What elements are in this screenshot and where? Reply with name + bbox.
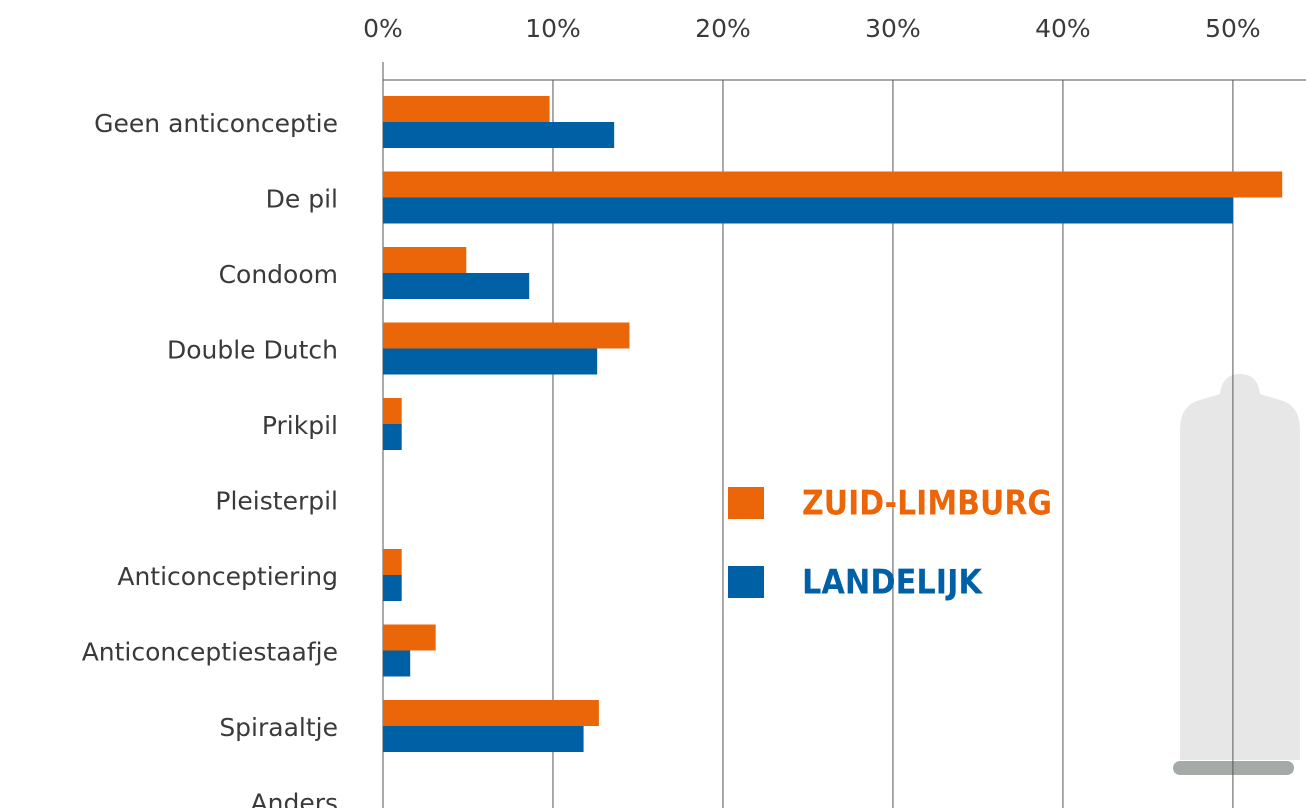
legend-label: LANDELIJK — [802, 563, 983, 603]
category-label: Double Dutch — [167, 336, 338, 365]
condom-rim — [1173, 761, 1294, 775]
category-label: De pil — [266, 185, 338, 214]
bar — [383, 625, 436, 651]
category-label: Condoom — [219, 260, 338, 289]
legend-label: ZUID-LIMBURG — [802, 484, 1052, 524]
bar — [383, 323, 629, 349]
x-tick-label: 0% — [363, 14, 403, 43]
bar — [383, 122, 614, 148]
category-label: Prikpil — [262, 411, 338, 440]
bar — [383, 96, 550, 122]
legend-swatch — [728, 487, 764, 519]
x-tick-label: 40% — [1035, 14, 1091, 43]
bar — [383, 549, 402, 575]
category-label: Pleisterpil — [215, 487, 338, 516]
x-tick-label: 20% — [695, 14, 751, 43]
bar — [383, 247, 466, 273]
bar — [383, 651, 410, 677]
bar — [383, 575, 402, 601]
category-label: Anders — [251, 789, 339, 808]
legend-swatch — [728, 566, 764, 598]
bar — [383, 700, 599, 726]
condom-body — [1180, 374, 1300, 760]
x-tick-label: 10% — [525, 14, 581, 43]
condom-illustration — [1173, 374, 1300, 775]
bar — [383, 198, 1233, 224]
bar — [383, 172, 1282, 198]
category-label: Anticonceptiering — [117, 562, 338, 591]
bar — [383, 398, 402, 424]
x-tick-label: 30% — [865, 14, 921, 43]
x-tick-label: 50% — [1205, 14, 1261, 43]
bar — [383, 424, 402, 450]
bar — [383, 726, 584, 752]
bar — [383, 273, 529, 299]
category-label: Spiraaltje — [219, 713, 338, 742]
category-label: Geen anticonceptie — [94, 109, 338, 138]
category-label: Anticonceptiestaafje — [82, 638, 338, 667]
chart: 0% 10% 20% 30% 40% 50% Geen anticonceptie De pi… — [0, 0, 1306, 808]
bar — [383, 349, 597, 375]
